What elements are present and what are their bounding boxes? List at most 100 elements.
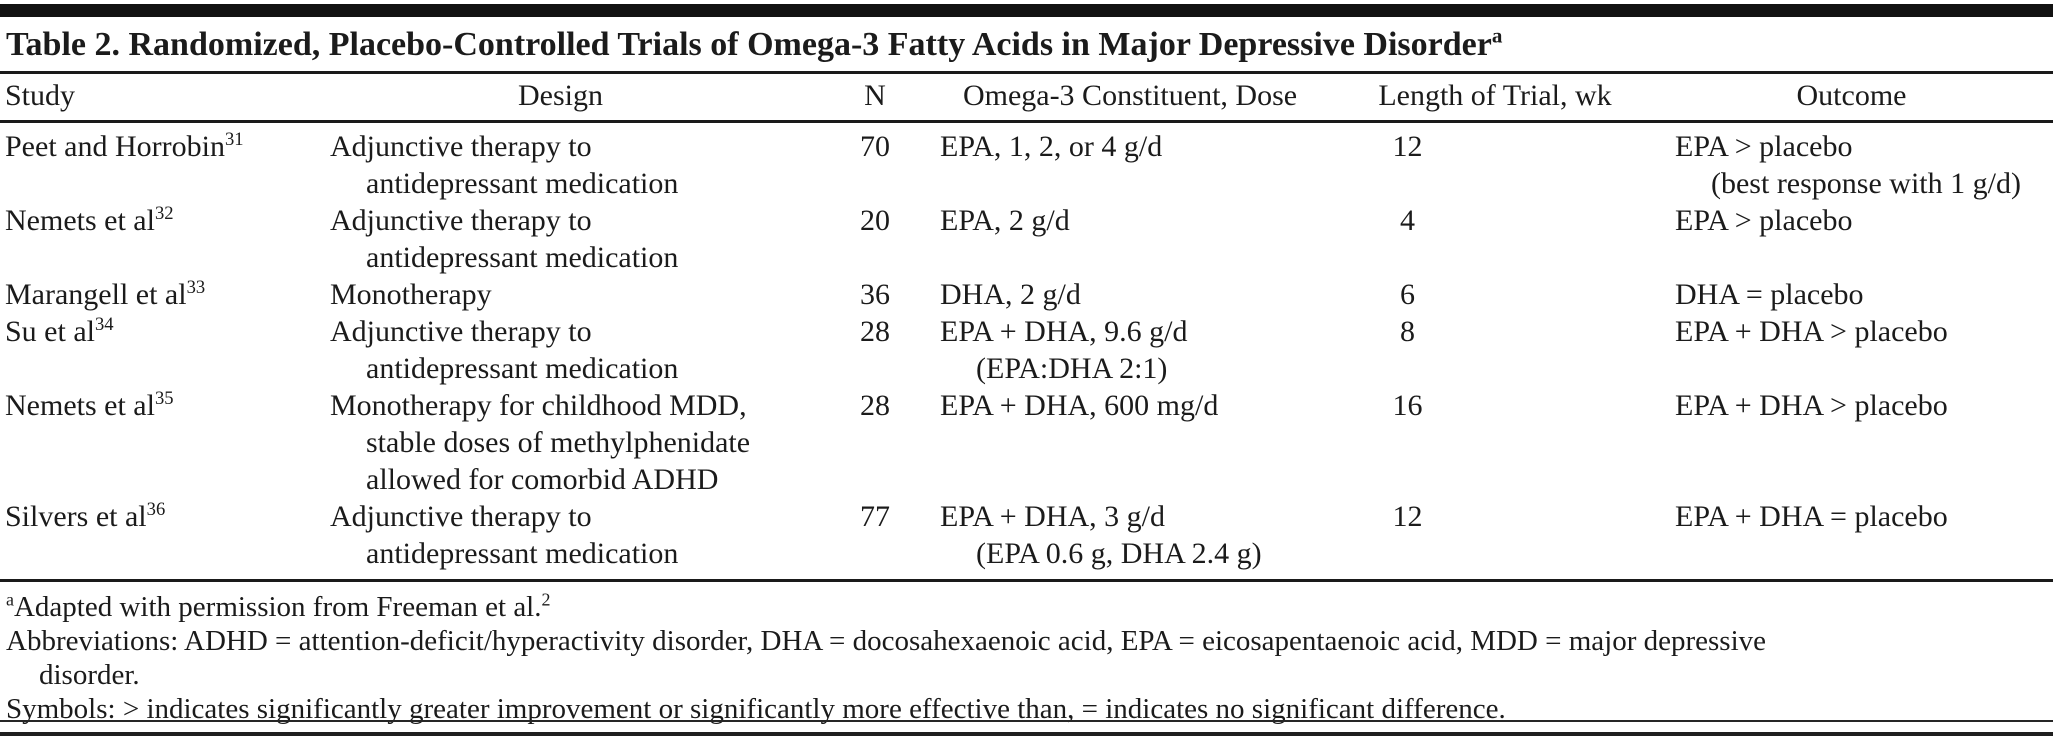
study-ref: 34 [95,314,114,335]
n-cell: 70 [860,130,890,163]
table-row: Marangell et al33 Monotherapy 36 DHA, 2 … [0,276,2053,313]
design-cell: Adjunctive therapy to antidepressant med… [325,202,840,276]
dose-line: EPA + DHA, 600 mg/d [940,389,1219,422]
design-cell: Monotherapy for childhood MDD, stable do… [325,387,840,498]
outcome-line: (best response with 1 g/d) [1711,167,2021,200]
design-cell: Adjunctive therapy to antidepressant med… [325,313,840,387]
outcome-line: EPA + DHA > placebo [1675,389,1948,422]
study-cell: Marangell et al33 [0,276,325,313]
outcome-cell: EPA + DHA > placebo [1640,387,2053,498]
trial-length-cell: 8 [1400,315,1415,348]
study-name: Nemets et al [5,204,155,237]
study-cell: Peet and Horrobin31 [0,122,325,203]
outcome-cell: DHA = placebo [1640,276,2053,313]
outcome-line: EPA + DHA = placebo [1675,500,1948,533]
trials-table: Study Design N Omega-3 Constituent, Dose… [0,74,2053,572]
design-cell: Adjunctive therapy to antidepressant med… [325,122,840,203]
table-title: Table 2. Randomized, Placebo-Controlled … [0,17,2053,71]
outcome-line: DHA = placebo [1675,278,1864,311]
table-body: Peet and Horrobin31 Adjunctive therapy t… [0,122,2053,573]
dose-line: EPA + DHA, 3 g/d [940,500,1166,533]
design-cell: Monotherapy [325,276,840,313]
design-line: Monotherapy for childhood MDD, [330,389,747,422]
footnote-adapted-text: Adapted with permission from Freeman et … [13,591,542,623]
footnote-adapted: aAdapted with permission from Freeman et… [6,590,2047,624]
column-header-n: N [840,74,910,123]
design-line: antidepressant medication [366,352,679,385]
design-line: antidepressant medication [366,167,679,200]
dose-cell: EPA + DHA, 9.6 g/d (EPA:DHA 2:1) [910,313,1350,387]
table-row: Peet and Horrobin31 Adjunctive therapy t… [0,122,2053,203]
outcome-cell: EPA + DHA = placebo [1640,498,2053,572]
top-black-bar [0,4,2053,17]
design-line: allowed for comorbid ADHD [366,463,719,496]
outcome-cell: EPA > placebo (best response with 1 g/d) [1640,122,2053,203]
n-cell: 20 [860,204,890,237]
footnote-adapted-ref: 2 [541,589,551,610]
study-cell: Nemets et al32 [0,202,325,276]
design-line: Adjunctive therapy to [330,204,592,237]
column-header-dose: Omega-3 Constituent, Dose [910,74,1350,123]
dose-line: EPA + DHA, 9.6 g/d [940,315,1188,348]
trial-length-cell: 12 [1392,500,1423,533]
dose-line: EPA, 1, 2, or 4 g/d [940,130,1163,163]
study-ref: 36 [146,499,166,520]
trial-length-cell: 6 [1400,278,1415,311]
table-header: Study Design N Omega-3 Constituent, Dose… [0,74,2053,123]
dose-cell: EPA + DHA, 3 g/d (EPA 0.6 g, DHA 2.4 g) [910,498,1350,572]
footer-rule [0,720,2053,722]
n-cell: 36 [860,278,890,311]
table-row: Silvers et al36 Adjunctive therapy to an… [0,498,2053,572]
study-name: Silvers et al [5,500,147,533]
study-ref: 32 [154,203,174,224]
design-line: antidepressant medication [366,241,679,274]
footnote-marker: a [6,589,14,610]
study-name: Su et al [5,315,95,348]
study-cell: Silvers et al36 [0,498,325,572]
title-divider-rule [0,71,2053,74]
header-row: Study Design N Omega-3 Constituent, Dose… [0,74,2053,123]
design-line: Adjunctive therapy to [330,130,592,163]
table-bottom-rule [0,579,2053,582]
footnotes-block: aAdapted with permission from Freeman et… [0,582,2053,726]
dose-line: (EPA:DHA 2:1) [976,352,1168,385]
table-row: Nemets et al35 Monotherapy for childhood… [0,387,2053,498]
table-row: Su et al34 Adjunctive therapy to antidep… [0,313,2053,387]
trial-length-cell: 12 [1392,130,1423,163]
column-header-outcome: Outcome [1640,74,2053,123]
column-header-design: Design [325,74,840,123]
outcome-line: EPA > placebo [1675,130,1853,163]
design-line: Adjunctive therapy to [330,500,592,533]
n-cell: 28 [860,315,890,348]
study-cell: Su et al34 [0,313,325,387]
study-name: Peet and Horrobin [5,130,225,163]
footnote-symbols: Symbols: > indicates significantly great… [6,693,1506,725]
study-cell: Nemets et al35 [0,387,325,498]
table-title-text: Table 2. Randomized, Placebo-Controlled … [6,26,1492,63]
n-cell: 77 [860,500,890,533]
footnote-abbreviations: Abbreviations: ADHD = attention-deficit/… [6,625,1767,657]
design-line: antidepressant medication [366,537,679,570]
trial-length-cell: 4 [1400,204,1415,237]
dose-line: EPA, 2 g/d [940,204,1070,237]
study-ref: 33 [186,277,206,298]
footnote-abbreviations-continuation: disorder. [39,659,140,691]
outcome-cell: EPA > placebo [1640,202,2053,276]
dose-cell: EPA, 2 g/d [910,202,1350,276]
dose-line: (EPA 0.6 g, DHA 2.4 g) [976,537,1262,570]
study-ref: 35 [154,388,174,409]
study-ref: 31 [224,129,244,150]
trial-length-cell: 16 [1392,389,1423,422]
title-footnote-marker: a [1491,23,1503,48]
design-line: Adjunctive therapy to [330,315,592,348]
outcome-line: EPA > placebo [1675,204,1853,237]
column-header-study: Study [0,74,325,123]
dose-cell: EPA, 1, 2, or 4 g/d [910,122,1350,203]
outcome-line: EPA + DHA > placebo [1675,315,1948,348]
column-header-length: Length of Trial, wk [1350,74,1640,123]
table-row: Nemets et al32 Adjunctive therapy to ant… [0,202,2053,276]
dose-cell: DHA, 2 g/d [910,276,1350,313]
design-line: stable doses of methylphenidate [366,426,751,459]
outcome-cell: EPA + DHA > placebo [1640,313,2053,387]
